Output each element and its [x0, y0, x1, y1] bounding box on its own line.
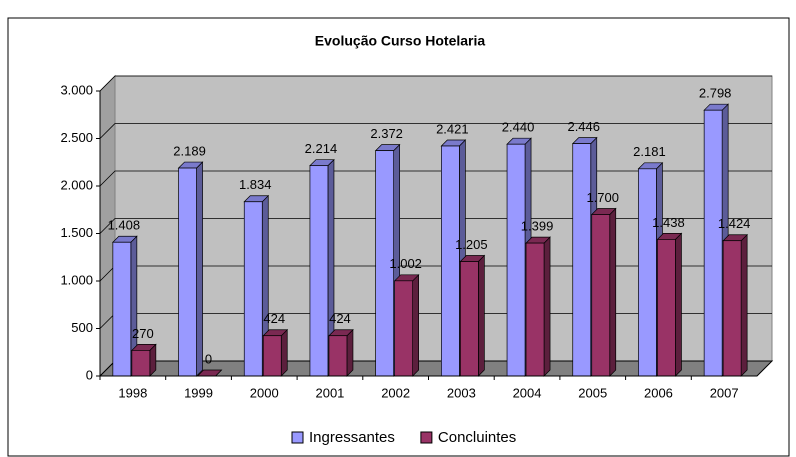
legend-swatch	[291, 431, 304, 444]
grid-line	[99, 218, 772, 234]
bar	[638, 168, 657, 377]
y-tick-label: 2.500	[60, 130, 93, 145]
value-label: 2.798	[699, 86, 732, 101]
bar-side	[543, 236, 551, 377]
value-label: 424	[329, 311, 351, 326]
legend-swatch	[420, 431, 433, 444]
value-label: 2.214	[305, 141, 338, 156]
bar	[722, 240, 742, 377]
value-label: 2.446	[567, 119, 600, 134]
x-tick-label: 2004	[513, 385, 542, 400]
bar	[591, 214, 611, 377]
bar-side	[478, 254, 485, 377]
bar	[460, 261, 479, 377]
grid-line	[99, 170, 772, 187]
x-tick-label: 2000	[250, 385, 279, 400]
bar	[441, 145, 460, 377]
x-tick-label: 1999	[184, 385, 213, 400]
bar	[309, 165, 329, 377]
value-label: 1.205	[455, 237, 488, 252]
value-label: 1.834	[239, 177, 272, 192]
x-tick-label: 1998	[118, 385, 147, 400]
bar	[394, 280, 413, 377]
bar	[328, 335, 348, 377]
value-label: 1.700	[586, 190, 619, 205]
bar-side	[280, 328, 288, 377]
value-label: 2.421	[436, 121, 469, 136]
bar	[703, 109, 723, 377]
y-tick-label: 1.500	[60, 225, 93, 240]
x-tick-label: 2001	[315, 385, 344, 400]
value-label: 1.408	[108, 218, 141, 233]
value-label: 2.181	[633, 144, 666, 159]
bar	[178, 167, 197, 377]
value-label: 0	[205, 351, 212, 366]
bar	[112, 241, 132, 377]
bar	[525, 242, 545, 377]
value-label: 1.424	[718, 216, 751, 231]
legend-label: Concluintes	[438, 429, 516, 446]
bar	[572, 143, 592, 377]
x-tick-label: 2005	[578, 385, 607, 400]
bar	[131, 350, 151, 377]
bar	[262, 335, 282, 377]
y-tick-label: 2.000	[60, 177, 93, 192]
bar-side	[675, 232, 682, 377]
value-label: 2.189	[173, 143, 206, 158]
x-tick-label: 2007	[710, 385, 739, 400]
bar-side	[609, 207, 617, 377]
x-tick-label: 2002	[381, 385, 410, 400]
legend-label: Ingressantes	[309, 429, 395, 446]
y-tick-label: 0	[86, 367, 93, 382]
x-tick-label: 2003	[447, 385, 476, 400]
bar-side	[346, 328, 354, 377]
y-tick-label: 1.000	[60, 272, 93, 287]
value-label: 2.440	[502, 120, 535, 135]
bar-side	[196, 161, 203, 377]
x-tick-label: 2006	[644, 385, 673, 400]
bar	[657, 239, 676, 377]
grid-line	[99, 123, 772, 139]
bar	[506, 143, 526, 377]
value-label: 1.002	[389, 256, 422, 271]
bar-side	[412, 273, 419, 377]
grid-line	[99, 75, 772, 92]
y-tick-label: 3.000	[60, 82, 93, 97]
value-label: 424	[263, 311, 285, 326]
value-label: 270	[132, 326, 154, 341]
value-label: 2.372	[370, 126, 403, 141]
chart-title: Evolução Curso Hotelaria	[315, 33, 486, 49]
value-label: 1.399	[521, 219, 554, 234]
bar	[243, 201, 263, 377]
value-label: 1.438	[652, 215, 685, 230]
y-tick-label: 500	[71, 320, 93, 335]
bar-side	[740, 233, 748, 377]
